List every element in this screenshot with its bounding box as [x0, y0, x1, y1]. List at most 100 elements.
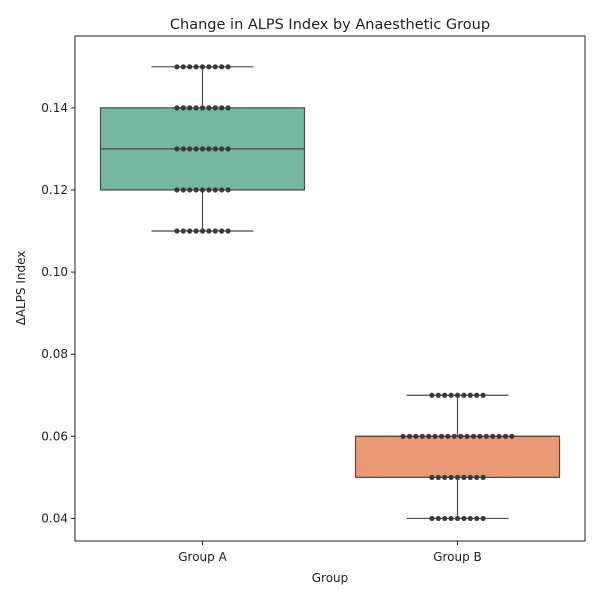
data-point — [225, 228, 231, 234]
data-point — [193, 228, 199, 234]
data-point — [180, 64, 186, 70]
data-point — [435, 474, 441, 480]
data-point — [467, 392, 473, 398]
data-point — [438, 433, 445, 439]
data-point — [509, 433, 515, 439]
chart-title: Change in ALPS Index by Anaesthetic Grou… — [170, 17, 490, 33]
data-point — [174, 105, 180, 111]
data-point — [199, 228, 206, 234]
data-point — [212, 228, 218, 234]
x-axis-label: Group — [312, 571, 349, 585]
data-point — [454, 392, 461, 398]
y-tick-label: 0.08 — [41, 347, 68, 361]
data-point — [461, 515, 467, 522]
data-point — [448, 515, 454, 522]
data-point — [225, 105, 231, 111]
data-point — [442, 474, 448, 480]
plot-area — [99, 64, 561, 522]
data-point — [206, 105, 212, 111]
data-point — [435, 515, 441, 522]
y-tick-label: 0.12 — [41, 183, 68, 197]
data-point — [212, 146, 218, 152]
data-point — [180, 146, 186, 152]
data-point — [461, 474, 467, 480]
data-point — [426, 433, 432, 439]
data-point — [480, 474, 486, 480]
data-point — [225, 64, 231, 70]
data-point — [490, 433, 496, 439]
data-point — [174, 187, 180, 193]
data-point — [199, 105, 206, 111]
data-point — [400, 433, 406, 439]
data-point — [187, 146, 193, 152]
data-point — [212, 187, 218, 193]
data-point — [429, 515, 435, 522]
data-point — [419, 433, 425, 439]
data-point — [474, 392, 480, 398]
data-point — [448, 474, 454, 480]
data-point — [174, 228, 180, 234]
data-point — [474, 474, 480, 480]
data-point — [442, 392, 448, 398]
data-point — [199, 187, 206, 193]
data-point — [187, 64, 193, 70]
y-tick-label: 0.04 — [41, 511, 68, 525]
box-group — [99, 64, 306, 234]
box-group — [354, 392, 561, 522]
data-point — [199, 146, 206, 152]
data-point — [477, 433, 483, 439]
data-point — [199, 64, 206, 70]
data-point — [212, 64, 218, 70]
data-point — [432, 433, 438, 439]
data-point — [470, 433, 477, 439]
x-tick-label: Group A — [178, 550, 227, 564]
data-point — [480, 515, 486, 522]
y-axis-label: ΔALPS Index — [14, 251, 28, 326]
data-point — [206, 146, 212, 152]
data-point — [187, 228, 193, 234]
axes-frame — [74, 35, 586, 542]
data-point — [193, 105, 199, 111]
data-point — [480, 392, 486, 398]
data-point — [429, 392, 435, 398]
data-point — [219, 146, 225, 152]
data-point — [467, 474, 473, 480]
y-tick-label: 0.06 — [41, 429, 68, 443]
data-point — [193, 64, 199, 70]
data-point — [219, 187, 225, 193]
data-point — [448, 392, 454, 398]
data-point — [180, 228, 186, 234]
data-point — [483, 433, 489, 439]
data-point — [502, 433, 509, 439]
data-point — [429, 474, 435, 480]
data-point — [474, 515, 480, 522]
data-point — [174, 146, 180, 152]
y-axis: 0.04 0.06 0.08 0.10 0.12 0.14 — [41, 101, 75, 525]
data-point — [193, 146, 199, 152]
data-point — [413, 433, 419, 439]
data-point — [461, 392, 467, 398]
data-point — [454, 515, 461, 522]
data-point — [187, 187, 193, 193]
data-point — [451, 433, 457, 439]
data-point — [225, 187, 231, 193]
data-point — [442, 515, 448, 522]
data-point — [219, 105, 225, 111]
data-point — [225, 146, 231, 152]
y-tick-label: 0.14 — [41, 101, 68, 115]
data-point — [206, 228, 212, 234]
x-axis: Group A Group B — [178, 541, 482, 564]
data-point — [496, 433, 502, 439]
data-point — [445, 433, 451, 439]
data-point — [219, 228, 225, 234]
data-point — [206, 64, 212, 70]
data-point — [454, 474, 461, 480]
data-point — [180, 187, 186, 193]
data-point — [206, 187, 212, 193]
y-tick-label: 0.10 — [41, 265, 68, 279]
box — [354, 435, 561, 478]
data-point — [193, 187, 199, 193]
data-point — [458, 433, 464, 439]
data-point — [180, 105, 186, 111]
